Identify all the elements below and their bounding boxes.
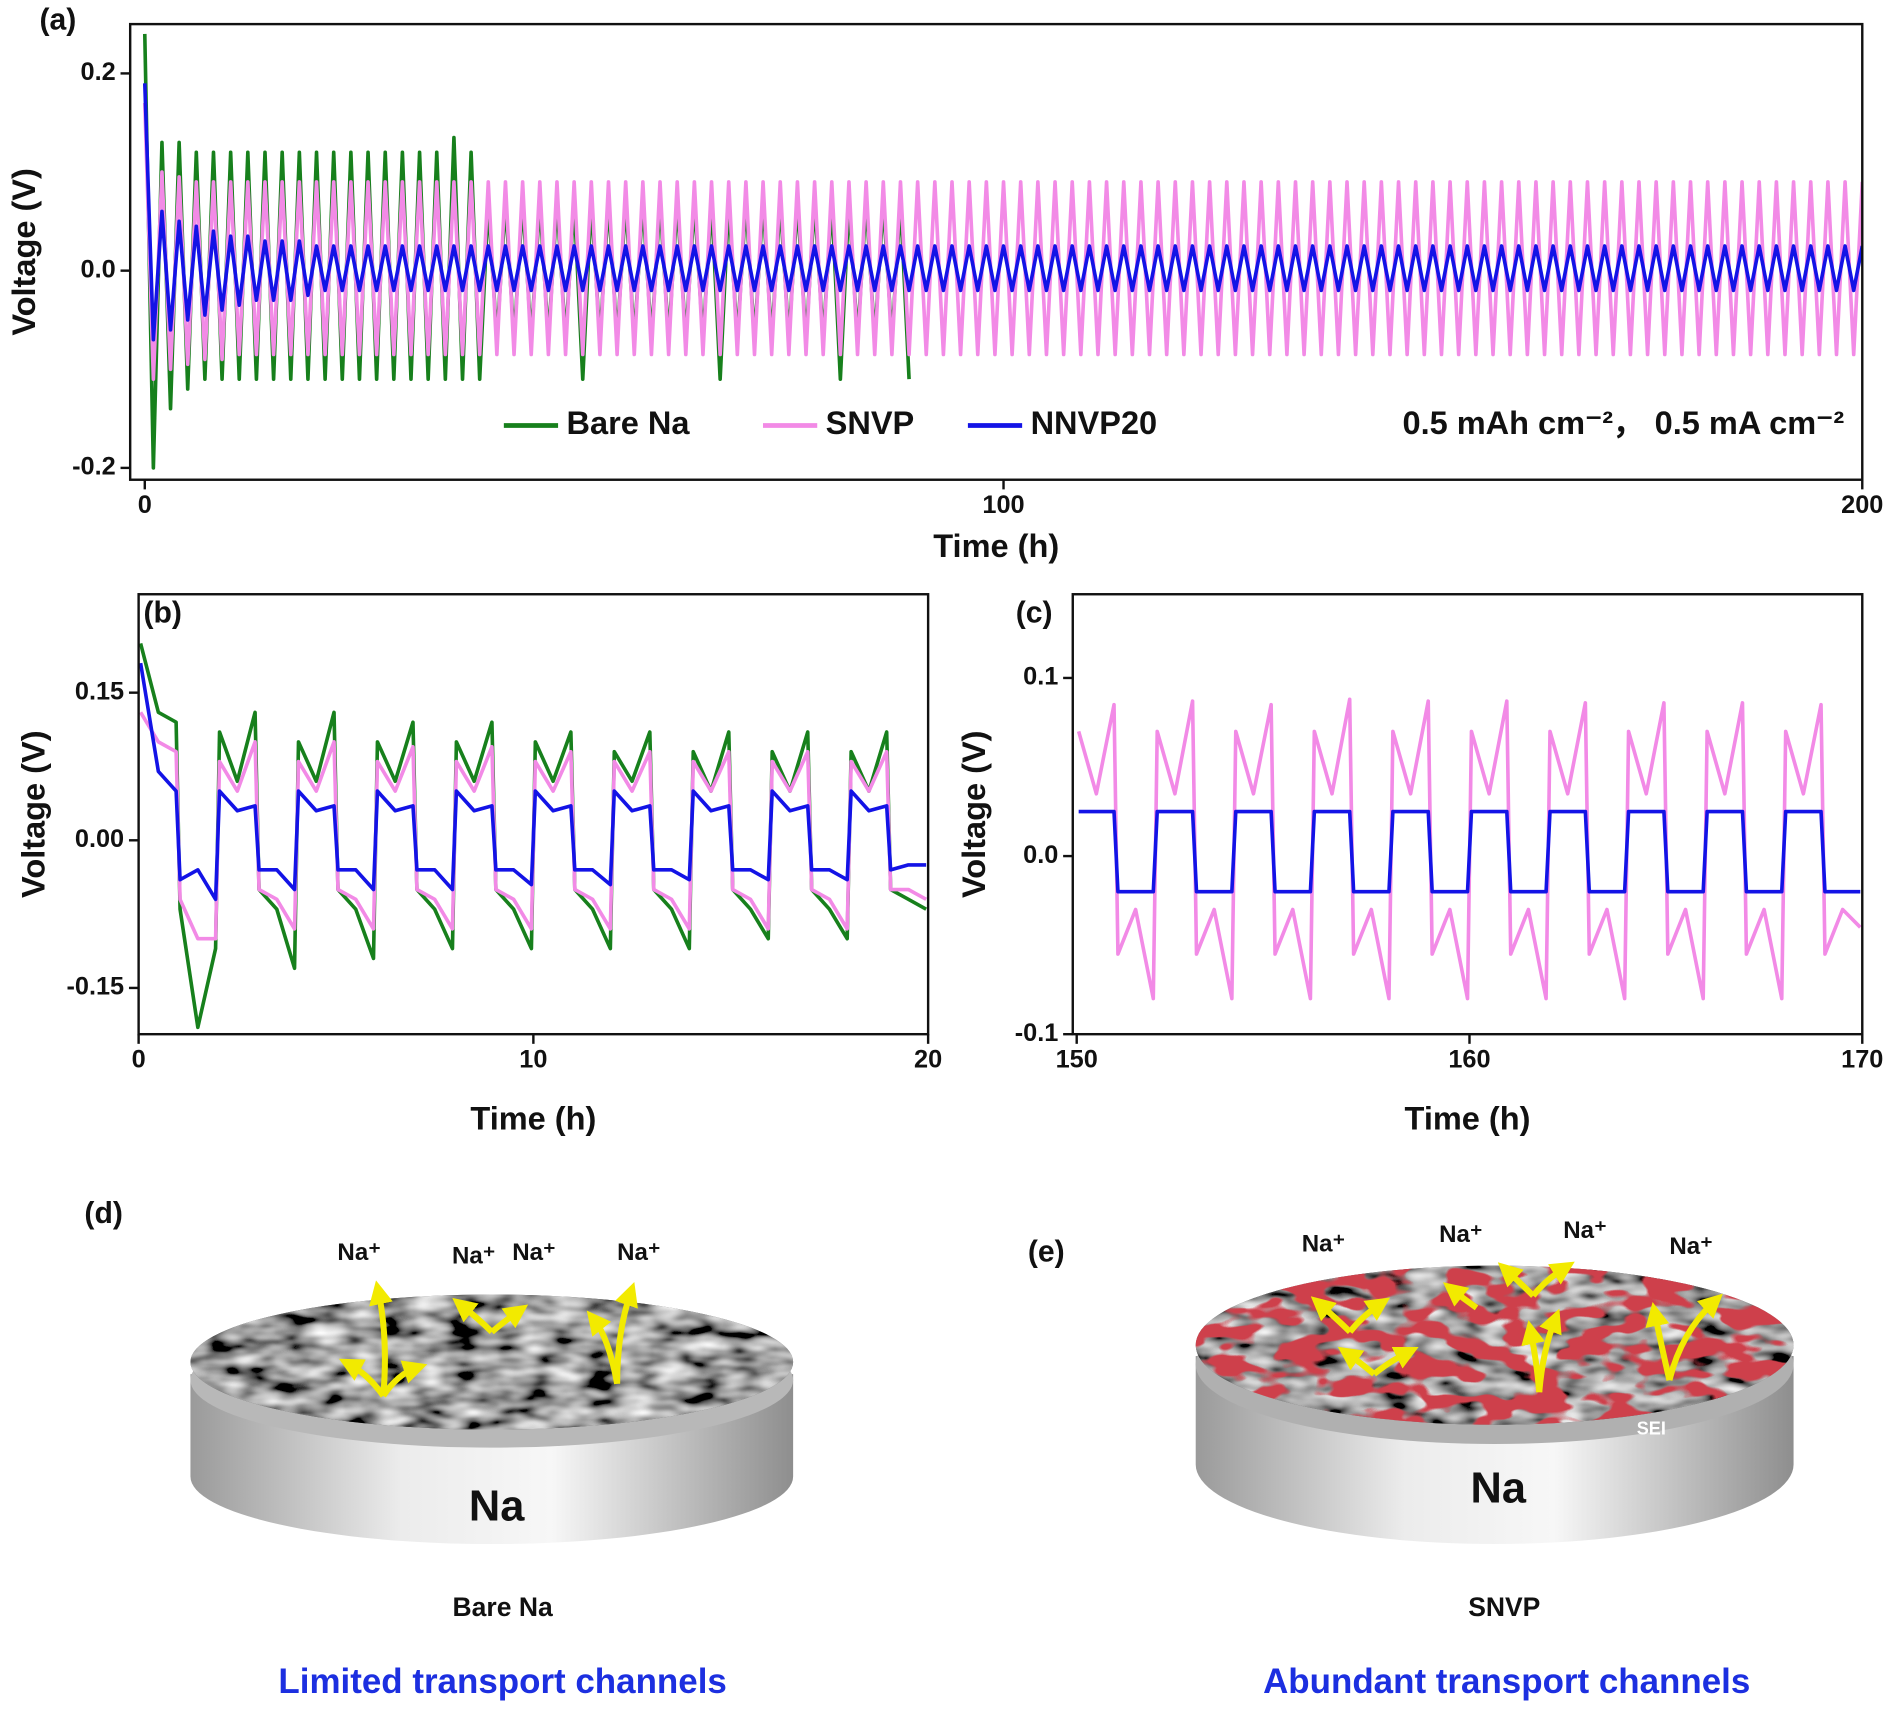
sei-label: SEI <box>1637 1418 1666 1438</box>
plot-frame <box>1071 593 1864 1036</box>
series-line <box>142 102 1863 381</box>
ion-arrows <box>1310 1261 1723 1393</box>
ion-label: Na⁺ <box>1669 1233 1713 1260</box>
panel-label: (c) <box>1016 597 1053 630</box>
x-tick-label: 170 <box>1841 1045 1883 1073</box>
ion-label: Na⁺ <box>452 1243 496 1270</box>
y-tick-label: 0.0 <box>81 255 116 283</box>
metal-label: Na <box>469 1483 525 1531</box>
y-tick-label: 0.2 <box>81 58 116 86</box>
x-tick-label: 150 <box>1056 1045 1098 1073</box>
ion-arrows <box>338 1280 638 1398</box>
ion-label: Na⁺ <box>617 1239 661 1266</box>
y-tick-label: 0.0 <box>1023 841 1058 869</box>
legend-label: Bare Na <box>567 405 691 441</box>
x-tick-label: 200 <box>1841 491 1883 519</box>
y-axis-title: Voltage (V) <box>956 730 992 898</box>
panel-label: (b) <box>143 597 181 630</box>
diagram-d: (d) Na⁺ Na⁺ Na⁺ Na⁺ Na Bare Na Limited t… <box>84 1197 794 1701</box>
y-axis-title: Voltage (V) <box>6 168 42 336</box>
y-tick-label: -0.15 <box>66 973 124 1001</box>
panel-label: (e) <box>1028 1236 1065 1269</box>
panel-label: (a) <box>39 4 76 37</box>
series-line <box>1078 809 1861 894</box>
chart: 150 160 170 -0.1 0.0 0.1 Time (h) Voltage (V) (c… <box>956 593 1883 1137</box>
y-tick-label: -0.2 <box>72 453 116 481</box>
legend-label: NNVP20 <box>1031 405 1158 441</box>
y-tick-label: -0.1 <box>1015 1019 1059 1047</box>
x-axis-title: Time (h) <box>470 1101 596 1137</box>
ion-label: Na⁺ <box>1302 1230 1346 1257</box>
x-tick-label: 20 <box>914 1045 942 1073</box>
sample-name: Bare Na <box>453 1592 553 1622</box>
x-tick-label: 0 <box>132 1045 146 1073</box>
legend-label: SNVP <box>826 405 915 441</box>
annotation: 0.5 mAh cm⁻²， 0.5 mA cm⁻² <box>1402 405 1844 441</box>
ion-label: Na⁺ <box>337 1239 381 1266</box>
y-tick-label: 0.00 <box>75 825 124 853</box>
ion-label: Na⁺ <box>512 1239 556 1266</box>
sample-name: SNVP <box>1468 1592 1540 1622</box>
disk-texture <box>190 1294 794 1430</box>
diagram-e: (e) Na⁺ Na⁺ Na⁺ Na⁺ SEI Na SNVP Abundant… <box>1028 1217 1794 1701</box>
y-tick-label: 0.1 <box>1023 663 1058 691</box>
y-tick-label: 0.15 <box>75 677 124 705</box>
metal-label: Na <box>1471 1464 1527 1512</box>
x-axis-title: Time (h) <box>933 528 1059 564</box>
series-line <box>138 662 927 902</box>
caption: Limited transport channels <box>278 1662 726 1701</box>
chart: 0 10 20 -0.15 0.00 0.15 Time (h) Voltage (V) (b) <box>16 593 942 1137</box>
x-axis-title: Time (h) <box>1405 1101 1531 1137</box>
ion-label: Na⁺ <box>1439 1221 1483 1248</box>
x-tick-label: 0 <box>138 491 152 519</box>
x-tick-label: 100 <box>982 491 1024 519</box>
chart: 0 100 200 -0.2 0.0 0.2 Time (h) Voltage (V) (a) B… <box>6 4 1883 564</box>
sei-channels <box>1195 1265 1794 1425</box>
x-tick-label: 10 <box>519 1045 547 1073</box>
x-tick-label: 160 <box>1448 1045 1490 1073</box>
series-line <box>142 83 1863 342</box>
panel-label: (d) <box>84 1197 122 1230</box>
y-axis-title: Voltage (V) <box>16 730 52 898</box>
ion-label: Na⁺ <box>1563 1217 1607 1244</box>
plot-frame <box>128 22 1864 481</box>
caption: Abundant transport channels <box>1263 1662 1750 1701</box>
